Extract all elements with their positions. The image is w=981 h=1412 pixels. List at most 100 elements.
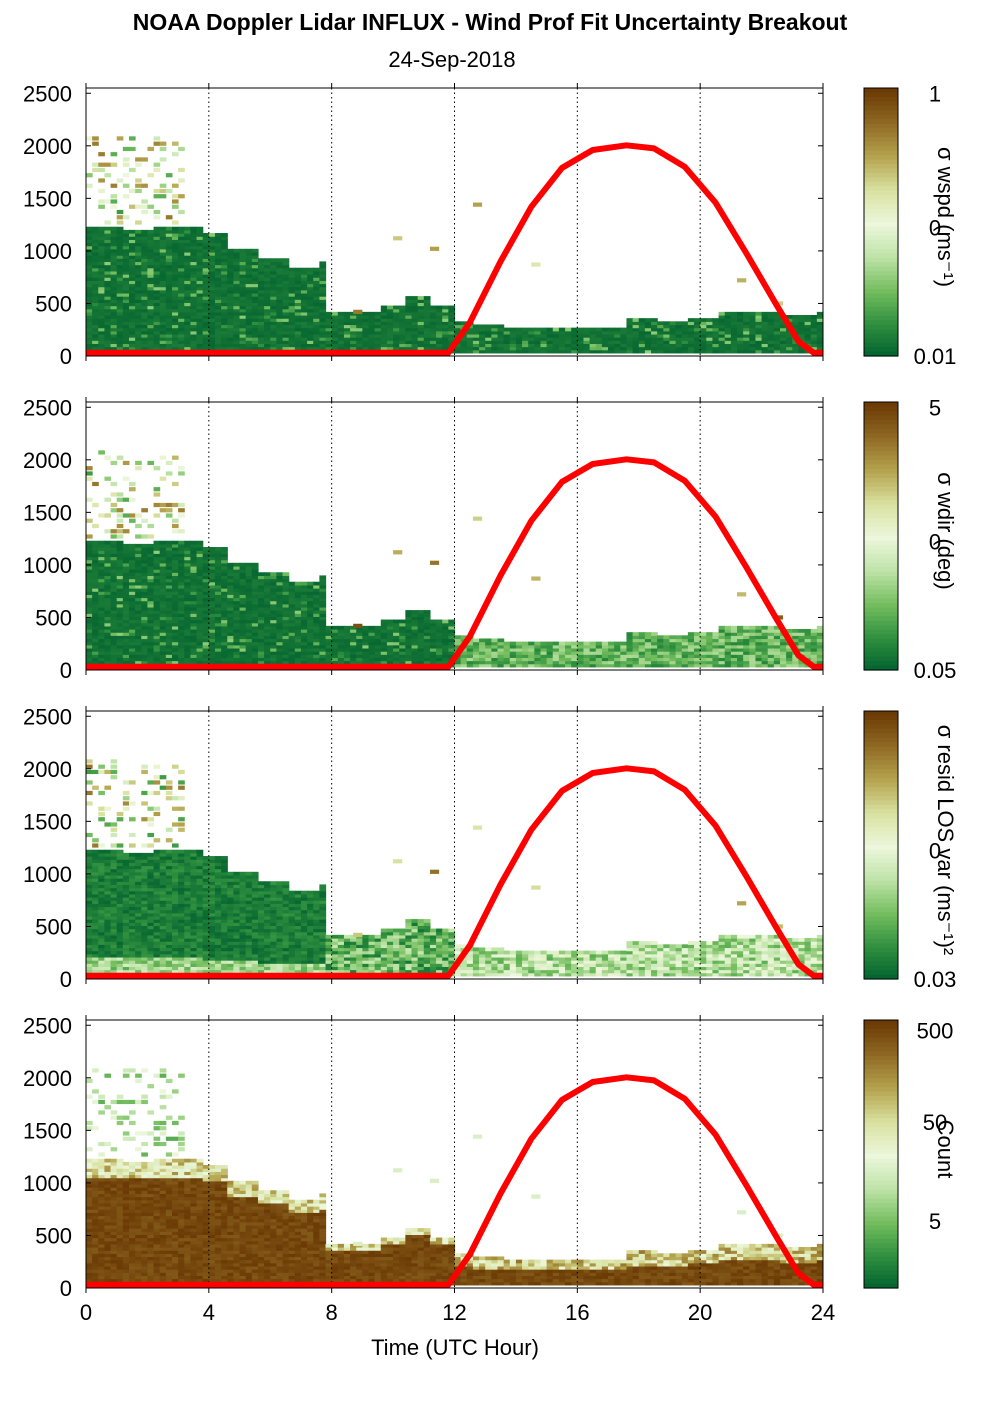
heatmap-cell [227, 635, 234, 640]
heatmap-cell [116, 277, 124, 281]
heatmap-cell [147, 562, 155, 567]
heatmap-cell [178, 242, 185, 247]
heatmap-cell [227, 289, 234, 294]
heatmap-cell [153, 194, 161, 199]
heatmap-cell [282, 651, 290, 655]
heatmap-cell [558, 333, 566, 338]
heatmap-cell [780, 660, 787, 665]
heatmap-cell [135, 162, 142, 167]
heatmap-cell [724, 647, 732, 652]
heatmap-cell [92, 553, 99, 558]
heatmap-cell [319, 315, 327, 319]
heatmap-cell [417, 308, 425, 313]
heatmap-cell [245, 277, 253, 281]
heatmap-cell [479, 663, 486, 668]
heatmap-cell [411, 315, 419, 319]
heatmap-cell [135, 330, 142, 335]
heatmap-cell [749, 330, 757, 335]
heatmap-cell [294, 267, 302, 272]
heatmap-cell [92, 575, 99, 580]
heatmap-cell [816, 315, 823, 319]
heatmap-cell [233, 283, 241, 288]
heatmap-cell [282, 632, 290, 636]
heatmap-cell [374, 644, 382, 649]
heatmap-cell [264, 343, 271, 348]
heatmap-cell [208, 245, 216, 250]
heatmap-cell [270, 261, 277, 266]
heatmap-cell [135, 289, 142, 294]
heatmap-cell [184, 242, 192, 247]
heatmap-cell [98, 610, 106, 614]
heatmap-cell [165, 547, 173, 551]
heatmap-cell [743, 644, 750, 649]
heatmap-cell [288, 286, 296, 291]
heatmap-cell [380, 619, 388, 624]
heatmap-cell [411, 340, 419, 344]
heatmap-cell [159, 540, 167, 545]
colorbar-swatch [864, 150, 898, 156]
heatmap-cell [251, 588, 259, 592]
heatmap-cell [128, 283, 136, 288]
heatmap-cell [86, 578, 93, 583]
heatmap-cell [571, 657, 578, 662]
heatmap-cell [116, 340, 124, 344]
heatmap-cell [411, 625, 419, 630]
heatmap-cell [380, 305, 388, 310]
heatmap-cell [128, 264, 136, 269]
heatmap-cell [503, 337, 511, 341]
heatmap-cell [116, 597, 124, 602]
heatmap-cell [202, 616, 210, 621]
heatmap-cell [313, 622, 320, 627]
heatmap-cell [135, 204, 142, 209]
heatmap-cell [159, 233, 167, 237]
heatmap-cell [239, 248, 247, 253]
heatmap-cell [233, 264, 241, 269]
heatmap-cell [288, 302, 296, 307]
heatmap-cell [184, 588, 192, 592]
heatmap-cell [552, 651, 560, 655]
heatmap-cell [687, 318, 695, 322]
heatmap-cell [804, 638, 812, 643]
heatmap-cell [276, 330, 284, 335]
heatmap-cell [208, 638, 216, 643]
heatmap-cell [251, 274, 259, 278]
heatmap-cell [749, 346, 757, 351]
heatmap-cell [374, 330, 382, 335]
heatmap-cell [153, 267, 161, 272]
heatmap-cell [202, 324, 210, 329]
heatmap-cell [319, 292, 327, 297]
heatmap-cell [257, 289, 265, 294]
heatmap-cell [128, 248, 136, 253]
heatmap-cell [276, 321, 284, 326]
heatmap-cell [307, 280, 314, 285]
heatmap-cell [86, 635, 93, 640]
colorbar-swatch [864, 248, 898, 254]
heatmap-cell [571, 641, 578, 646]
heatmap-cell [442, 629, 449, 633]
heatmap-cell [239, 302, 247, 307]
heatmap-cell [804, 647, 812, 652]
heatmap-cell [528, 657, 535, 662]
heatmap-cell [565, 343, 572, 348]
heatmap-cell [651, 324, 658, 329]
heatmap-cell [374, 333, 382, 338]
heatmap-cell [122, 292, 130, 297]
heatmap-cell [178, 559, 185, 564]
heatmap-cell [429, 337, 437, 341]
heatmap-cell [251, 657, 259, 662]
heatmap-cell [429, 641, 437, 646]
heatmap-cell [122, 613, 130, 617]
heatmap-cell [626, 349, 634, 354]
heatmap-cell [116, 455, 124, 460]
heatmap-cell [307, 647, 314, 652]
heatmap-cell [159, 635, 167, 640]
heatmap-cell [251, 644, 259, 649]
heatmap-cell [153, 251, 161, 256]
heatmap-cell [442, 632, 449, 636]
heatmap-cell [417, 616, 425, 621]
heatmap-cell [257, 286, 265, 291]
heatmap-cell [147, 239, 155, 244]
heatmap-cell [110, 569, 118, 573]
heatmap-cell [214, 283, 222, 288]
heatmap-cell [159, 258, 167, 263]
